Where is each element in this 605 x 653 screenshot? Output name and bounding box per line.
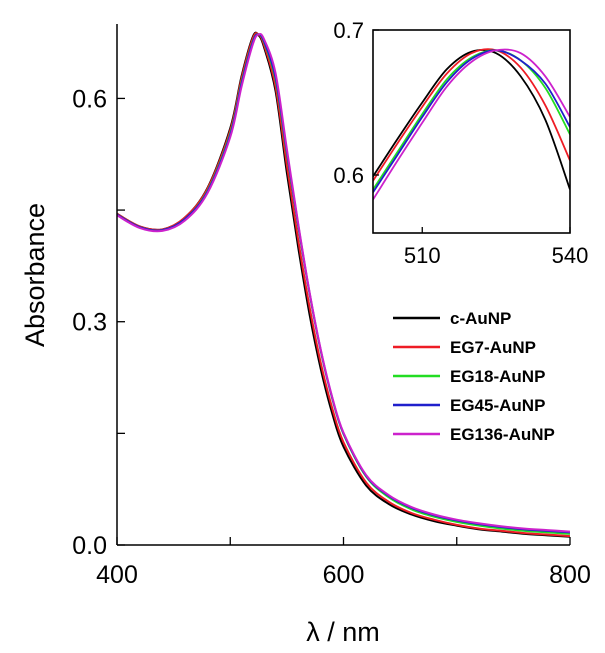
main-axes: 400 600 800 0.0 0.3 0.6 [72,24,591,589]
inset-y-tick-label: 0.6 [333,163,364,188]
legend: c-AuNP EG7-AuNP EG18-AuNP EG45-AuNP EG136-Au… [393,309,555,444]
inset-plot: 510 540 0.6 0.7 [333,18,588,268]
main-x-tick-label: 800 [549,561,591,589]
inset-series-line-eg136-aunp [373,48,570,201]
main-series-line-eg45-aunp [117,33,570,534]
inset-frame [372,29,571,234]
legend-item: c-AuNP [393,309,511,328]
legend-label: EG18-AuNP [450,367,545,386]
legend-label: EG7-AuNP [450,338,536,357]
main-x-tick-label: 400 [96,561,138,589]
main-y-tick-label: 0.3 [72,309,107,337]
main-series-lines [117,31,570,538]
legend-item: EG7-AuNP [393,338,536,357]
main-plot: 400 600 800 0.0 0.3 0.6 [72,24,591,589]
legend-item: EG45-AuNP [393,396,545,415]
inset-series-line-c-aunp [373,49,570,190]
x-axis-title: λ / nm [306,617,380,647]
inset-x-tick-label: 540 [552,243,589,268]
main-series-line-eg136-aunp [117,33,570,533]
legend-item: EG18-AuNP [393,367,545,386]
legend-item: EG136-AuNP [393,425,555,444]
inset-series-lines [373,48,570,201]
y-axis-title: Absorbance [20,203,50,347]
main-series-line-eg7-aunp [117,32,570,538]
legend-label: EG136-AuNP [450,425,555,444]
inset-series-line-eg7-aunp [373,48,570,182]
inset-series-line-eg45-aunp [373,49,570,193]
inset-axes: 510 540 0.6 0.7 [333,18,588,268]
inset-series-line-eg18-aunp [373,49,570,190]
inset-y-tick-label: 0.7 [333,18,364,43]
main-y-tick-label: 0.0 [72,532,107,560]
main-y-tick-label: 0.6 [72,85,107,113]
main-x-tick-label: 600 [323,561,365,589]
main-series-line-eg18-aunp [117,33,570,535]
legend-label: c-AuNP [450,309,511,328]
main-series-line-c-aunp [117,31,570,538]
inset-x-tick-label: 510 [404,243,441,268]
legend-label: EG45-AuNP [450,396,545,415]
